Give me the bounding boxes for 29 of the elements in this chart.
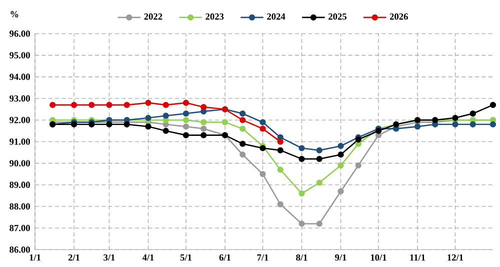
legend-label: 2024 <box>267 13 286 20</box>
y-tick-label: 93.00 <box>10 95 30 102</box>
legend-label: 2026 <box>390 13 408 20</box>
y-tick-label: 91.00 <box>10 138 30 145</box>
y-tick-label: 86.00 <box>10 246 30 253</box>
x-tick-label: 12/1 <box>448 254 464 261</box>
y-tick-label: 96.00 <box>10 30 30 37</box>
x-tick-label: 8/1 <box>296 254 308 261</box>
x-tick-label: 1/1 <box>30 254 40 261</box>
x-tick-label: 6/1 <box>219 254 230 261</box>
x-tick-label: 5/1 <box>180 254 192 261</box>
y-tick-label: 87.00 <box>10 224 30 232</box>
x-tick-label: 10/1 <box>370 254 386 261</box>
y-tick-label: 89.00 <box>10 182 30 188</box>
y-tick-label: 95.00 <box>10 52 30 58</box>
y-tick-label: 94.00 <box>10 74 30 80</box>
x-tick-label: 11/1 <box>410 254 426 261</box>
x-tick-label: 4/1 <box>142 254 154 261</box>
x-tick-label: 3/1 <box>104 254 115 261</box>
y-axis-title: % <box>10 11 18 18</box>
legend-label: 2022 <box>144 13 162 20</box>
x-tick-label: 9/1 <box>335 254 346 261</box>
legend-label: 2023 <box>206 13 224 20</box>
x-tick-label: 2/1 <box>68 254 80 261</box>
y-tick-label: 90.00 <box>10 160 30 166</box>
y-tick-label: 88.00 <box>10 203 30 210</box>
legend-label: 2025 <box>328 13 346 20</box>
y-tick-label: 92.00 <box>10 116 30 124</box>
x-tick-label: 7/1 <box>257 254 268 261</box>
